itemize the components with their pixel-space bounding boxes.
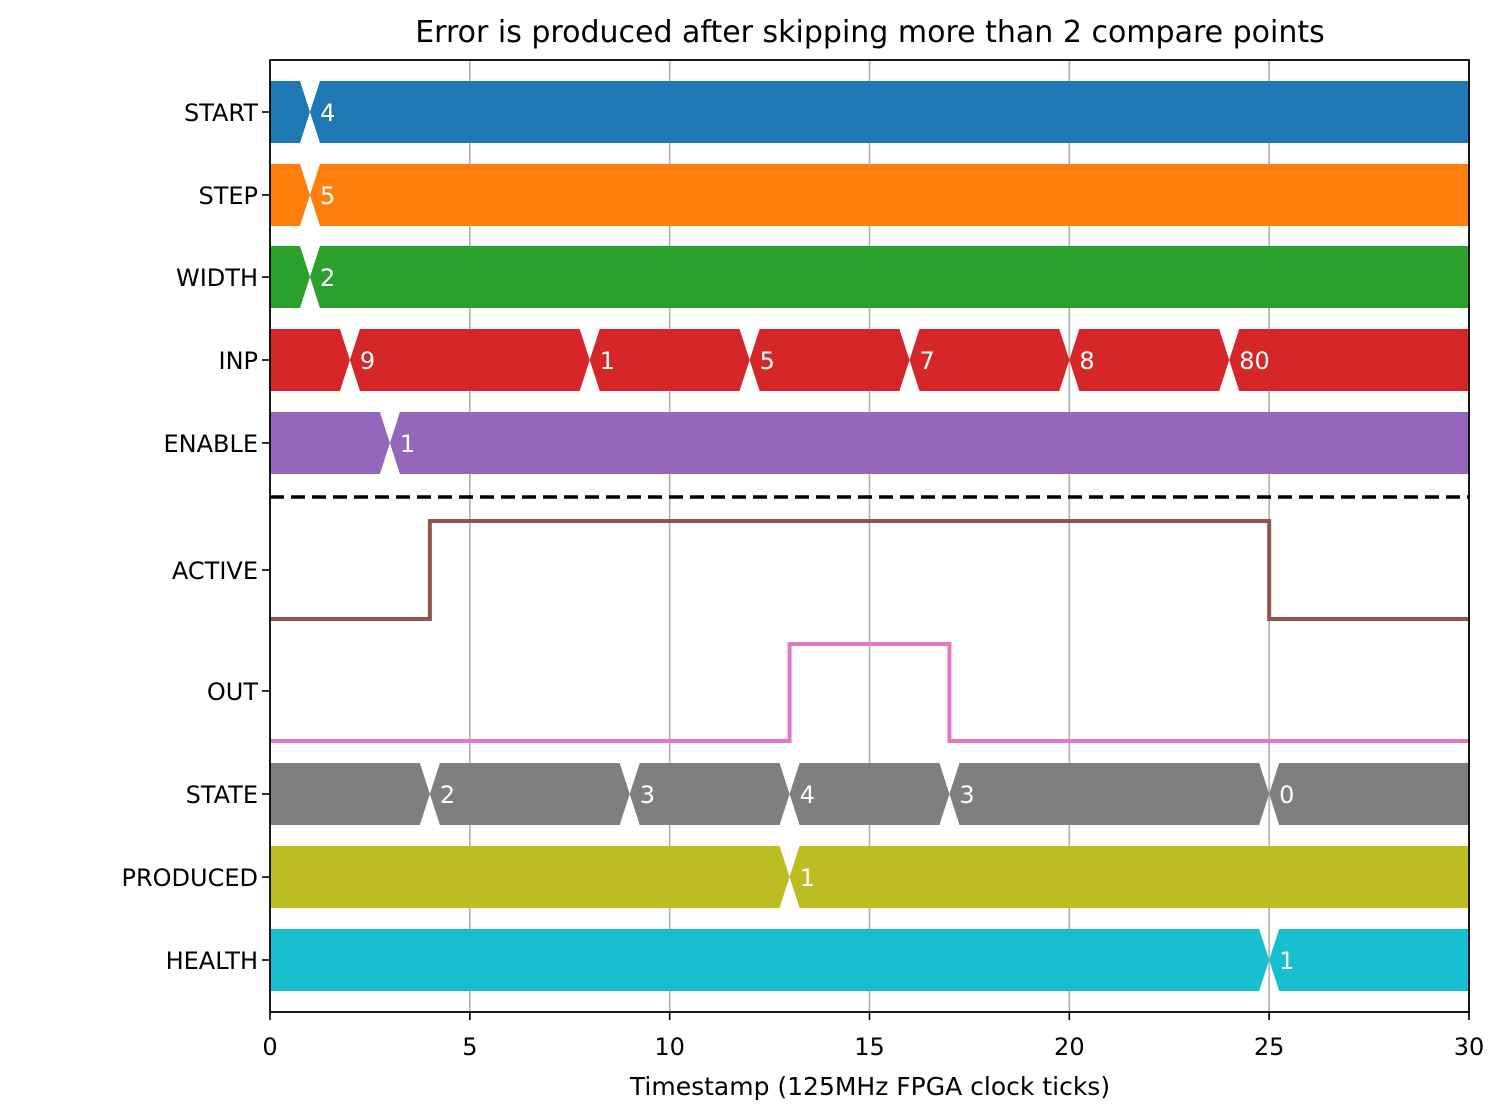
bus-segment [389,412,1469,474]
bus-segment [949,763,1270,825]
bus-segment [1069,329,1230,391]
x-tick-label: 5 [462,1033,477,1061]
bus-width: 2 [270,246,1469,308]
bus-value-label: 3 [959,781,974,809]
signal-label-enable: ENABLE [163,430,258,458]
bus-value-label: 5 [760,347,775,375]
bit-trace-active [270,519,1469,621]
bus-segment [309,164,1469,226]
bus-value-label: 7 [919,347,934,375]
signal-label-health: HEALTH [166,947,258,975]
bus-produced: 1 [270,846,1469,908]
bus-segment [270,246,310,308]
signal-label-active: ACTIVE [172,557,258,585]
bus-value-label: 80 [1239,347,1270,375]
bus-segment [270,81,310,143]
bus-segment [1269,763,1469,825]
bus-value-label: 8 [1079,347,1094,375]
x-tick-label: 0 [262,1033,277,1061]
bus-value-label: 1 [1279,947,1294,975]
bus-segment [789,846,1469,908]
signal-label-produced: PRODUCED [122,864,259,892]
signal-label-start: START [184,99,258,127]
bus-value-label: 1 [800,864,815,892]
x-axis-label: Timestamp (125MHz FPGA clock ticks) [629,1072,1110,1101]
bus-inp: 9 1 5 7 8 80 [270,329,1469,391]
bus-segment [270,929,1270,991]
bus-value-label: 1 [400,430,415,458]
signal-label-state: STATE [186,781,258,809]
bus-start: 4 [270,81,1469,143]
bus-enable: 1 [270,412,1469,474]
bus-segment [1269,929,1469,991]
bus-step: 5 [270,164,1469,226]
bus-value-label: 3 [640,781,655,809]
signal-label-step: STEP [198,182,258,210]
signal-labels: START STEP WIDTH INP ENABLE ACTIVE OUT STATE PRO… [122,99,270,975]
bus-segment [309,81,1469,143]
x-axis-ticks: 0 5 10 15 20 25 30 [262,1012,1484,1061]
bus-state: 2 3 4 3 0 [270,763,1469,825]
x-tick-label: 10 [654,1033,685,1061]
bus-segment [1229,329,1469,391]
bus-value-label: 1 [600,347,615,375]
signal-label-width: WIDTH [176,264,258,292]
x-tick-label: 20 [1054,1033,1085,1061]
bus-segment [749,329,910,391]
bus-segment [270,412,390,474]
bus-segment [909,329,1070,391]
bus-segment [309,246,1469,308]
signal-label-out: OUT [207,678,258,706]
bus-segment [349,329,590,391]
bus-segment [589,329,750,391]
bus-value-label: 2 [440,781,455,809]
bus-segment [629,763,790,825]
bus-segment [270,164,310,226]
bit-trace-out [270,642,1469,743]
bus-segment [270,329,350,391]
chart-title: Error is produced after skipping more th… [415,15,1325,50]
bus-value-label: 5 [320,182,335,210]
bus-segment [789,763,950,825]
signal-traces: 4 5 2 9 1 5 7 8 80 1 2 3 4 3 0 1 1 [270,81,1469,991]
bus-segment [429,763,630,825]
bus-value-label: 4 [320,99,335,127]
bus-value-label: 2 [320,264,335,292]
bus-value-label: 9 [360,347,375,375]
bus-value-label: 0 [1279,781,1294,809]
signal-label-inp: INP [218,347,258,375]
bus-health: 1 [270,929,1469,991]
bus-segment [270,846,790,908]
x-tick-label: 25 [1254,1033,1285,1061]
x-tick-label: 30 [1454,1033,1485,1061]
bus-segment [270,763,430,825]
bus-value-label: 4 [800,781,815,809]
x-tick-label: 15 [854,1033,885,1061]
